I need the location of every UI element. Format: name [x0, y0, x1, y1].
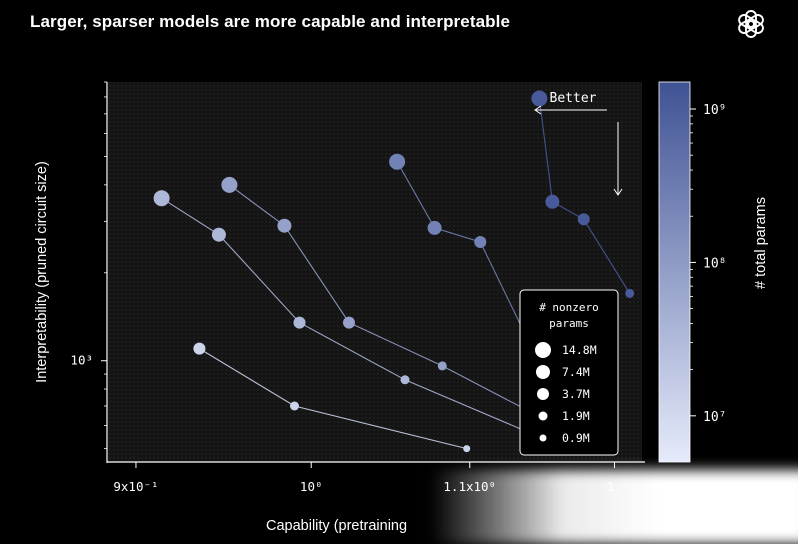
size-legend: # nonzero params 14.8M 7.4M 3.7M 1.9M 0.9M	[519, 289, 619, 456]
colorbar-ticks: 10⁷ 10⁸ 10⁹	[690, 103, 726, 425]
colorbar-gradient	[658, 81, 691, 463]
data-point	[474, 236, 487, 248]
data-point	[625, 288, 635, 298]
page-title: Larger, sparser models are more capable …	[30, 12, 511, 31]
better-label: Better	[550, 91, 597, 106]
data-point	[193, 342, 206, 355]
data-point	[437, 361, 447, 371]
size-legend-label: 14.8M	[562, 343, 597, 357]
size-legend-title-1: # nonzero	[539, 301, 599, 314]
y-ticks: 10³	[70, 81, 107, 450]
size-legend-entries: 14.8M 7.4M 3.7M 1.9M 0.9M	[535, 342, 597, 445]
x-axis-label: Capability (pretraining	[266, 518, 407, 534]
size-legend-label: 1.9M	[562, 409, 590, 423]
data-point	[577, 213, 590, 226]
x-ticks: 9x10⁻¹ 10⁰ 1.1x10⁰ 1.	[113, 462, 622, 494]
openai-logo-icon	[738, 10, 764, 38]
better-annotation: Better	[534, 91, 623, 196]
data-point	[277, 218, 292, 233]
series-2	[221, 176, 545, 421]
x-tick-label: 1.	[607, 479, 622, 494]
better-arrow-down-head	[613, 188, 623, 196]
data-point	[400, 375, 410, 385]
data-point	[545, 194, 560, 209]
data-point	[293, 316, 306, 329]
x-tick-label: 9x10⁻¹	[113, 479, 158, 494]
size-legend-label: 7.4M	[562, 365, 590, 379]
colorbar-tick-label: 10⁷	[703, 410, 726, 425]
colorbar-tick-label: 10⁹	[703, 103, 726, 118]
x-tick-label: 1.1x10⁰	[443, 479, 496, 494]
size-legend-marker	[538, 411, 548, 421]
size-legend-label: 0.9M	[562, 431, 590, 445]
size-legend-marker	[536, 365, 550, 379]
data-point	[463, 445, 471, 453]
data-point	[290, 401, 299, 411]
size-legend-marker	[537, 388, 549, 400]
data-point	[531, 90, 548, 107]
series-4	[531, 90, 635, 298]
better-arrow-left-head	[534, 105, 542, 115]
x-tick-label: 10⁰	[300, 479, 323, 494]
y-tick-label: 10³	[70, 353, 93, 368]
data-point	[211, 227, 226, 242]
size-legend-title-2: params	[549, 317, 589, 330]
data-point	[221, 176, 238, 193]
y-axis-label: Interpretability (pruned circuit size)	[34, 161, 50, 383]
colorbar: 10⁷ 10⁸ 10⁹ # total params	[658, 81, 769, 463]
colorbar-tick-label: 10⁸	[703, 256, 726, 271]
series-line	[538, 98, 631, 294]
size-legend-marker	[539, 434, 547, 442]
series-layer	[153, 90, 635, 453]
data-point	[153, 190, 170, 207]
size-legend-label: 3.7M	[562, 387, 590, 401]
size-legend-marker	[535, 342, 551, 358]
colorbar-label: # total params	[753, 197, 769, 289]
series-0	[193, 342, 471, 453]
series-1	[153, 190, 553, 445]
data-point	[427, 220, 442, 235]
data-point	[389, 153, 406, 170]
data-point	[343, 316, 355, 329]
